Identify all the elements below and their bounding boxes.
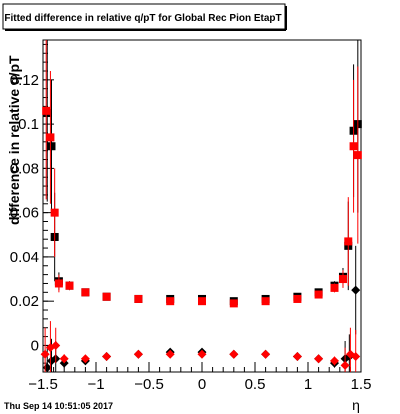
data-point bbox=[166, 297, 175, 306]
data-point bbox=[40, 349, 50, 359]
x-tick-label: 1.5 bbox=[351, 376, 372, 393]
y-tick-label: 0 bbox=[31, 337, 39, 354]
y-tick-label: 0.06 bbox=[10, 205, 39, 222]
y-tick-label: 0.02 bbox=[10, 293, 39, 310]
data-point bbox=[340, 360, 350, 370]
data-point bbox=[46, 133, 55, 142]
data-point bbox=[229, 349, 239, 359]
title-frame bbox=[2, 3, 286, 30]
series-3 bbox=[40, 321, 361, 372]
plot-frame bbox=[42, 39, 362, 373]
x-tick-label: −0.5 bbox=[134, 376, 164, 393]
data-point bbox=[102, 352, 112, 362]
series-1 bbox=[42, 40, 362, 308]
data-point bbox=[314, 290, 323, 299]
data-point bbox=[293, 294, 302, 303]
data-point bbox=[133, 349, 143, 359]
timestamp-footer: Thu Sep 14 10:51:05 2017 bbox=[4, 401, 113, 411]
x-tick-label: 1 bbox=[304, 376, 312, 393]
data-point bbox=[54, 279, 63, 288]
data-point bbox=[344, 237, 353, 246]
x-tick-label: −1.5 bbox=[28, 376, 58, 393]
y-tick-label: 0.04 bbox=[10, 249, 39, 266]
data-point bbox=[261, 297, 270, 306]
data-point bbox=[351, 352, 361, 362]
data-point bbox=[51, 340, 61, 350]
data-point bbox=[165, 349, 175, 359]
y-tick-label: 0.1 bbox=[18, 116, 39, 133]
data-point bbox=[314, 354, 324, 364]
series-0 bbox=[43, 40, 362, 306]
data-point bbox=[349, 142, 358, 151]
plot-area bbox=[42, 39, 362, 373]
y-axis: 0 0.02 0.04 0.06 0.08 0.1 0.12 bbox=[10, 43, 54, 373]
data-point bbox=[102, 292, 111, 301]
data-point bbox=[197, 349, 207, 359]
y-tick-label: 0.12 bbox=[10, 72, 39, 89]
data-point bbox=[351, 285, 361, 295]
x-tick-label: 0 bbox=[198, 376, 206, 393]
y-axis-label: difference in relative q/pT bbox=[6, 55, 22, 225]
x-tick-label: −1 bbox=[87, 376, 104, 393]
data-point bbox=[292, 352, 302, 362]
data-point bbox=[330, 283, 339, 292]
data-point bbox=[65, 281, 74, 290]
data-point bbox=[338, 275, 347, 284]
data-layer bbox=[40, 40, 362, 373]
data-point bbox=[330, 356, 339, 366]
y-tick-label: 0.08 bbox=[10, 160, 39, 177]
data-point bbox=[80, 354, 90, 364]
data-point bbox=[47, 142, 56, 151]
title-box: Fitted difference in relative q/pT for G… bbox=[2, 3, 287, 31]
data-point bbox=[134, 294, 143, 303]
data-point bbox=[59, 354, 69, 364]
x-tick-label: 0.5 bbox=[245, 376, 266, 393]
x-axis-label: η bbox=[352, 397, 360, 413]
data-point bbox=[353, 151, 362, 160]
data-point bbox=[229, 299, 238, 308]
x-axis: −1.5 −1 −0.5 0 0.5 1 1.5 bbox=[28, 362, 371, 393]
data-point bbox=[50, 208, 59, 217]
data-point bbox=[198, 297, 206, 306]
chart-title: Fitted difference in relative q/pT for G… bbox=[4, 13, 281, 24]
data-point bbox=[42, 106, 51, 115]
data-point bbox=[261, 349, 271, 359]
data-point bbox=[81, 288, 90, 297]
